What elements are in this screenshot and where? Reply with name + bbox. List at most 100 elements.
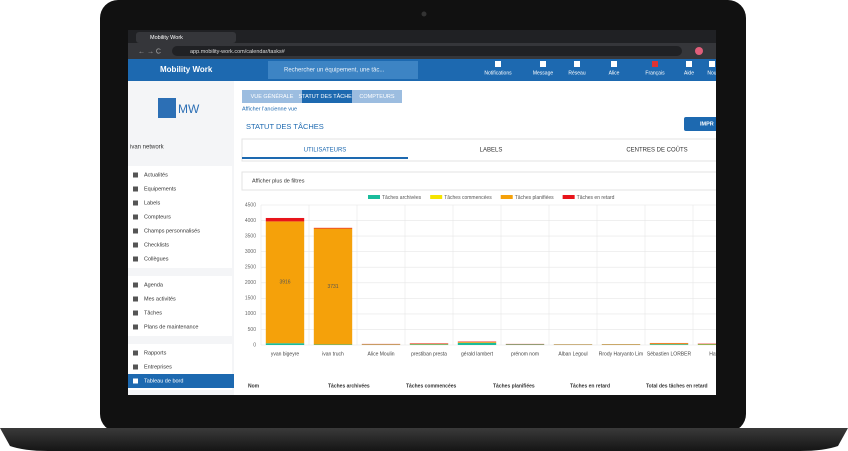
brand: Mobility Work bbox=[160, 65, 213, 74]
x-tick-label: Hafid s bbox=[709, 351, 725, 357]
menu-item[interactable]: Labels bbox=[144, 200, 160, 206]
legend-label: Tâches commencées bbox=[444, 195, 492, 201]
bar-segment bbox=[265, 343, 305, 345]
data-label: 3731 bbox=[327, 284, 338, 290]
nav-icon bbox=[574, 61, 580, 67]
menu-icon bbox=[133, 228, 138, 234]
nav-item[interactable]: Alice bbox=[609, 70, 620, 76]
y-tick-label: 3500 bbox=[245, 233, 256, 239]
menu-icon bbox=[133, 378, 138, 384]
y-tick-label: 4500 bbox=[245, 202, 256, 208]
y-tick-label: 3000 bbox=[245, 249, 256, 255]
camera bbox=[421, 11, 427, 17]
menu-icon bbox=[133, 256, 138, 262]
legend-swatch bbox=[368, 195, 380, 199]
view-tab-label[interactable]: VUE GÉNÉRALE bbox=[251, 93, 294, 100]
bar-segment bbox=[457, 342, 497, 345]
view-tab-label[interactable]: STATUT DES TÂCHES bbox=[298, 93, 355, 100]
menu-item[interactable]: Rapports bbox=[144, 350, 167, 356]
y-tick-label: 1000 bbox=[245, 311, 256, 317]
bar-segment bbox=[313, 227, 353, 229]
menu-icon bbox=[133, 324, 138, 330]
menu-item[interactable]: Actualités bbox=[144, 172, 168, 178]
menu-item[interactable]: Champs personnalisés bbox=[144, 228, 200, 234]
menu-item[interactable]: Agenda bbox=[144, 282, 164, 288]
filters[interactable]: Afficher plus de filtres bbox=[252, 178, 305, 184]
menu-icon bbox=[133, 310, 138, 316]
table-header: Tâches planifiées bbox=[493, 383, 535, 389]
tab-bar bbox=[128, 30, 716, 43]
nav-icon bbox=[495, 61, 501, 67]
menu-item[interactable]: Plans de maintenance bbox=[144, 324, 198, 330]
nav-item[interactable]: Notifications bbox=[484, 70, 512, 76]
menu-icon bbox=[133, 186, 138, 192]
search[interactable] bbox=[268, 61, 418, 79]
nav-icon bbox=[540, 61, 546, 67]
view-tab[interactable] bbox=[242, 90, 302, 103]
app-header bbox=[128, 59, 716, 81]
menu-item[interactable]: Collègues bbox=[144, 256, 169, 262]
menu-item[interactable]: Tableau de bord bbox=[144, 378, 183, 384]
nav-icon bbox=[652, 61, 658, 67]
network: ivan network bbox=[130, 145, 165, 151]
nav-item[interactable]: Réseau bbox=[568, 70, 585, 76]
bar-segment bbox=[409, 343, 449, 345]
menu-item[interactable]: Compteurs bbox=[144, 214, 171, 220]
url[interactable]: app.mobility-work.com/calendar/tasks# bbox=[190, 49, 286, 55]
view-tab[interactable] bbox=[352, 90, 402, 103]
menu-icon bbox=[133, 364, 138, 370]
x-tick-label: Sébastien LORBER bbox=[647, 351, 692, 357]
menu-item[interactable]: Tâches bbox=[144, 310, 162, 316]
bar-segment bbox=[649, 343, 689, 345]
nav-item[interactable]: Français bbox=[645, 70, 665, 76]
menu-icon bbox=[133, 200, 138, 206]
old-view-link[interactable]: Afficher l'ancienne vue bbox=[242, 106, 297, 112]
x-tick-label: Rrody Haryanto Lim bbox=[599, 351, 643, 357]
logo-icon bbox=[158, 98, 176, 118]
profile[interactable] bbox=[695, 47, 703, 55]
sub-tab-underline bbox=[242, 157, 408, 159]
x-tick-label: ivan truch bbox=[322, 351, 344, 357]
y-tick-label: 0 bbox=[253, 342, 256, 348]
menu-group bbox=[128, 276, 232, 336]
x-tick-label: yvan bigeyre bbox=[271, 351, 300, 357]
x-tick-label: Alice Moulin bbox=[368, 351, 395, 357]
menu-item[interactable]: Checklists bbox=[144, 242, 169, 248]
nav-item[interactable]: Message bbox=[533, 70, 554, 76]
y-tick-label: 500 bbox=[248, 327, 257, 333]
url-field[interactable] bbox=[172, 46, 682, 56]
view-tab-label[interactable]: COMPTEURS bbox=[359, 94, 394, 100]
y-tick-label: 4000 bbox=[245, 218, 256, 224]
nav-icon bbox=[686, 61, 692, 67]
y-tick-label: 1500 bbox=[245, 296, 256, 302]
bar-segment bbox=[265, 221, 305, 344]
sub-tabs bbox=[241, 138, 716, 162]
logo: MW bbox=[178, 102, 200, 116]
menu-item[interactable]: Mes activités bbox=[144, 296, 176, 302]
menu-group bbox=[128, 166, 232, 268]
view-tab[interactable] bbox=[302, 90, 352, 103]
x-tick-label: Alban Legoul bbox=[558, 351, 587, 357]
nav-icon bbox=[709, 61, 715, 67]
filters-box[interactable] bbox=[241, 171, 722, 191]
nav-item[interactable]: Nou bbox=[707, 70, 716, 76]
y-tick-label: 2000 bbox=[245, 280, 256, 286]
menu-active bbox=[128, 374, 234, 388]
legend-label: Tâches archivées bbox=[382, 195, 422, 201]
sub-tab[interactable]: CENTRES DE COÛTS bbox=[626, 147, 687, 154]
legend-label: Tâches en retard bbox=[577, 195, 615, 201]
tab-title[interactable]: Mobility Work bbox=[150, 35, 183, 41]
bar-segment bbox=[457, 342, 497, 343]
menu-item[interactable]: Entreprises bbox=[144, 364, 172, 370]
nav-item[interactable]: Aide bbox=[684, 70, 694, 76]
sub-tab[interactable]: LABELS bbox=[480, 148, 503, 154]
sub-tab[interactable]: UTILISATEURS bbox=[304, 148, 347, 154]
bar-segment bbox=[649, 344, 689, 345]
menu-icon bbox=[133, 296, 138, 302]
tab[interactable] bbox=[136, 32, 236, 43]
menu-item[interactable]: Equipements bbox=[144, 186, 176, 192]
print-label[interactable]: IMPR bbox=[700, 121, 714, 127]
search-placeholder[interactable]: Rechercher un équipement, une tâc... bbox=[284, 68, 385, 74]
print-button[interactable] bbox=[684, 117, 724, 131]
